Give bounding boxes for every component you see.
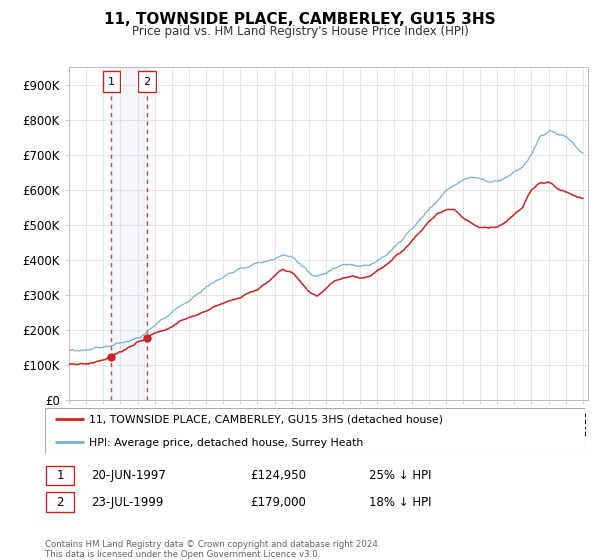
Text: Contains HM Land Registry data © Crown copyright and database right 2024.
This d: Contains HM Land Registry data © Crown c…: [45, 540, 380, 559]
Text: 11, TOWNSIDE PLACE, CAMBERLEY, GU15 3HS (detached house): 11, TOWNSIDE PLACE, CAMBERLEY, GU15 3HS …: [89, 414, 443, 424]
Text: 23-JUL-1999: 23-JUL-1999: [91, 496, 163, 509]
FancyBboxPatch shape: [46, 492, 74, 512]
Text: 18% ↓ HPI: 18% ↓ HPI: [369, 496, 431, 509]
Text: £124,950: £124,950: [250, 469, 306, 482]
Text: £179,000: £179,000: [250, 496, 306, 509]
FancyBboxPatch shape: [103, 71, 120, 92]
Text: 2: 2: [143, 77, 151, 87]
Text: 1: 1: [56, 469, 64, 482]
Bar: [112, 67, 147, 400]
Text: Price paid vs. HM Land Registry's House Price Index (HPI): Price paid vs. HM Land Registry's House …: [131, 25, 469, 38]
FancyBboxPatch shape: [139, 71, 156, 92]
FancyBboxPatch shape: [45, 408, 585, 454]
Text: 20-JUN-1997: 20-JUN-1997: [91, 469, 166, 482]
Text: 1: 1: [108, 77, 115, 87]
Text: HPI: Average price, detached house, Surrey Heath: HPI: Average price, detached house, Surr…: [89, 437, 364, 447]
Text: 2: 2: [56, 496, 64, 509]
Text: 25% ↓ HPI: 25% ↓ HPI: [369, 469, 431, 482]
FancyBboxPatch shape: [46, 465, 74, 486]
Text: 11, TOWNSIDE PLACE, CAMBERLEY, GU15 3HS: 11, TOWNSIDE PLACE, CAMBERLEY, GU15 3HS: [104, 12, 496, 27]
